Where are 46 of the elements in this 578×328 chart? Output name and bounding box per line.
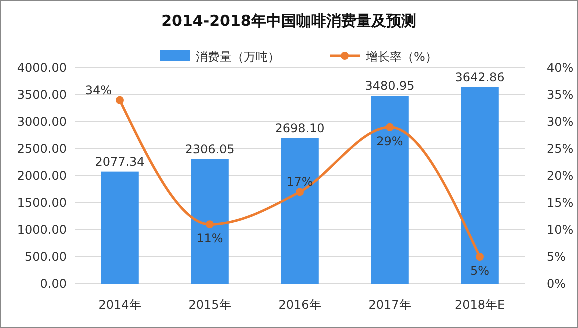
data-label: 5% (470, 264, 490, 278)
bar (101, 172, 139, 284)
y2-tick-label: 5% (547, 250, 566, 264)
point (296, 188, 304, 196)
y-tick-label: 4000.00 (17, 61, 67, 75)
data-label: 11% (196, 232, 224, 246)
y2-tick-label: 0% (547, 277, 566, 291)
legend-label: 消费量（万吨） (196, 50, 280, 64)
data-label: 17% (286, 175, 314, 190)
data-label: 3480.95 (365, 79, 415, 94)
data-label: 34% (85, 83, 112, 98)
y-tick-label: 1000.00 (17, 223, 67, 237)
point (116, 96, 124, 104)
data-label: 3642.86 (455, 70, 505, 84)
y2-tick-label: 35% (547, 88, 574, 102)
point (386, 123, 394, 132)
y-tick-label: 500.00 (25, 250, 67, 264)
data-label: 2077.34 (95, 154, 145, 169)
x-tick-label: 2016年 (278, 298, 322, 312)
y-tick-label: 1500.00 (17, 196, 67, 210)
data-label: 2698.10 (275, 121, 325, 136)
chart-title: 2014-2018年中国咖啡消费量及预测 (162, 12, 416, 30)
y2-tick-label: 40% (547, 61, 574, 75)
y-tick-label: 3500.00 (17, 88, 67, 102)
y2-tick-label: 15% (547, 196, 574, 210)
bar (371, 96, 409, 284)
x-tick-label: 2014年 (98, 298, 142, 312)
data-label: 29% (376, 134, 404, 148)
x-tick-label: 2018年E (454, 298, 506, 312)
y2-tick-label: 30% (547, 115, 574, 129)
y2-tick-label: 25% (547, 142, 574, 156)
data-label: 2306.05 (185, 142, 235, 156)
x-tick-label: 2015年 (188, 298, 232, 312)
bar (191, 159, 229, 284)
y-tick-label: 0.00 (40, 277, 67, 291)
legend-label: 增长率（%） (365, 50, 438, 64)
point (206, 220, 214, 229)
bar (461, 87, 499, 284)
point (476, 253, 484, 261)
x-tick-label: 2017年 (368, 298, 412, 312)
y-tick-label: 2000.00 (17, 169, 67, 183)
y2-tick-label: 20% (547, 169, 574, 183)
y-tick-label: 2500.00 (17, 142, 67, 156)
y-tick-label: 3000.00 (17, 115, 67, 129)
y2-tick-label: 10% (547, 223, 574, 237)
bar (281, 138, 319, 284)
